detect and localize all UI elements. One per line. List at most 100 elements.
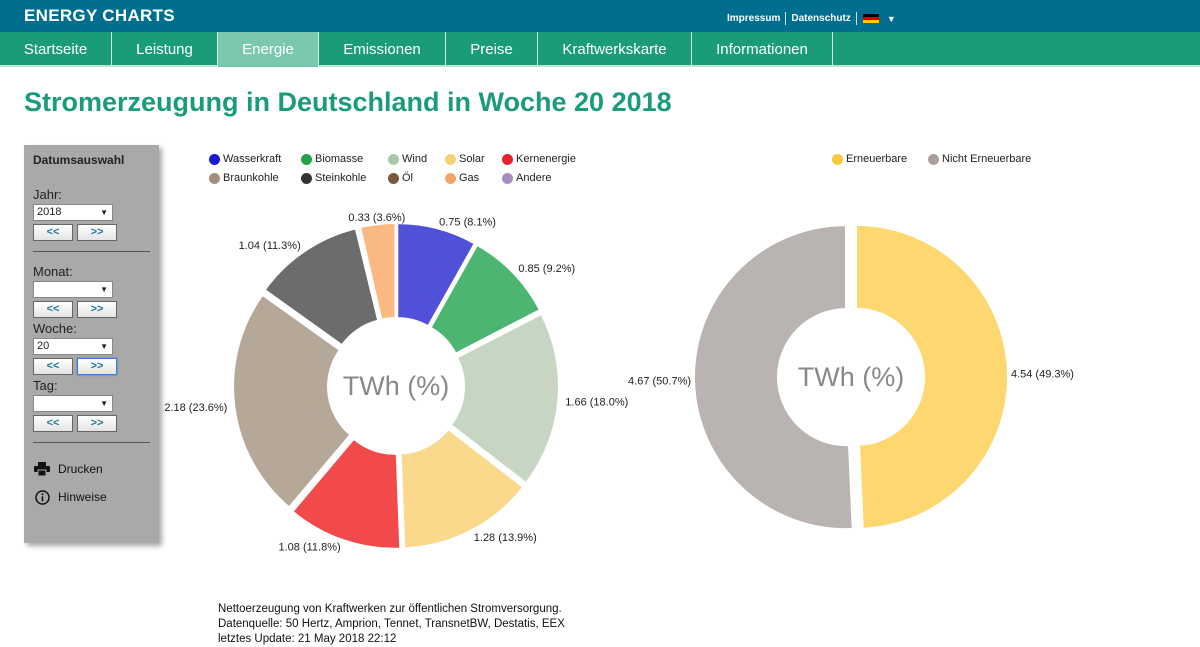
legend-label: Kernenergie <box>516 153 576 165</box>
legend-marker <box>388 153 399 165</box>
donut-chart-2: 4.54 (49.3%) 4.67 (50.7%) TWh (%) <box>628 223 1074 531</box>
legend-label: Erneuerbare <box>846 153 908 165</box>
note-line-2: Datenquelle: 50 Hertz, Amprion, Tennet, … <box>218 618 565 630</box>
slice--l[interactable] <box>356 225 382 322</box>
slice-gas[interactable] <box>358 222 397 321</box>
data-label-braunkohle: 2.18 (23.6%) <box>164 402 227 414</box>
legend-marker <box>209 153 220 165</box>
day-select[interactable]: ▼ <box>33 395 113 412</box>
legend-marker <box>502 172 513 184</box>
legend-label: Braunkohle <box>223 172 279 184</box>
slice-nicht-erneuerbare[interactable] <box>693 224 854 531</box>
legend-marker <box>832 153 843 165</box>
print-label: Drucken <box>58 462 103 476</box>
chevron-down-icon: ▼ <box>100 285 108 294</box>
slice-steinkohle[interactable] <box>263 227 380 347</box>
top-links: Impressum Datenschutz ▼ <box>722 12 896 25</box>
legend-marker <box>445 153 456 165</box>
legend-marker <box>301 172 312 184</box>
data-label-solar: 1.28 (13.9%) <box>474 532 537 544</box>
nav-preise[interactable]: Preise <box>446 32 538 67</box>
legend-label: Wasserkraft <box>223 153 282 165</box>
data-label-steinkohle: 1.04 (11.3%) <box>239 240 301 252</box>
legend-label: Wind <box>402 153 428 165</box>
nav-energie[interactable]: Energie <box>218 32 319 67</box>
nav-emissionen[interactable]: Emissionen <box>319 32 446 67</box>
chevron-down-icon: ▼ <box>100 399 108 408</box>
month-prev-button[interactable]: << <box>33 301 73 318</box>
legend-label: Solar <box>459 153 485 165</box>
data-label-kernenergie: 1.08 (11.8%) <box>278 542 340 554</box>
note-line-3: letztes Update: 21 May 2018 22:12 <box>218 633 397 645</box>
month-select[interactable]: ▼ <box>33 281 113 298</box>
legend-item-kernenergie[interactable]: Kernenergie <box>502 153 576 165</box>
week-value: 20 <box>37 340 50 352</box>
week-prev-button[interactable]: << <box>33 358 73 375</box>
legend-item-braunkohle[interactable]: Braunkohle <box>209 172 279 184</box>
center-label: TWh (%) <box>343 371 449 401</box>
day-label: Tag: <box>33 378 58 393</box>
center-label: TWh (%) <box>798 362 904 392</box>
main-nav: Startseite Leistung Energie Emissionen P… <box>0 32 1200 67</box>
hints-label: Hinweise <box>58 490 107 504</box>
chevron-down-icon: ▼ <box>100 208 108 217</box>
legend-item-wasserkraft[interactable]: Wasserkraft <box>209 153 281 165</box>
legend-label: Gas <box>459 172 480 184</box>
hints-button[interactable]: Hinweise <box>33 483 150 511</box>
german-flag-icon[interactable] <box>862 13 879 24</box>
legend-item-nicht-erneuerbare[interactable]: Nicht Erneuerbare <box>928 153 1031 165</box>
info-icon <box>33 489 51 505</box>
printer-icon <box>33 462 51 476</box>
month-next-button[interactable]: >> <box>77 301 117 318</box>
language-dropdown-icon[interactable]: ▼ <box>886 13 896 24</box>
legend-item-solar[interactable]: Solar <box>445 153 485 165</box>
legend-marker <box>502 153 513 165</box>
year-label: Jahr: <box>33 187 62 202</box>
slice-braunkohle[interactable] <box>232 293 352 509</box>
brand-logo[interactable]: ENERGY CHARTS <box>24 6 175 25</box>
datenschutz-link[interactable]: Datenschutz <box>791 13 851 24</box>
legend-item-wind[interactable]: Wind <box>388 153 427 165</box>
year-next-button[interactable]: >> <box>77 224 117 241</box>
legend-item-gas[interactable]: Gas <box>445 172 479 184</box>
note-line-1: Nettoerzeugung von Kraftwerken zur öffen… <box>218 603 562 615</box>
slice-wasserkraft[interactable] <box>396 222 477 328</box>
nav-startseite[interactable]: Startseite <box>0 32 112 67</box>
legend-item-erneuerbare[interactable]: Erneuerbare <box>832 153 907 165</box>
legend-marker <box>209 172 220 184</box>
day-prev-button[interactable]: << <box>33 415 73 432</box>
date-selection-title: Datumsauswahl <box>33 153 125 167</box>
legend-item-biomasse[interactable]: Biomasse <box>301 153 363 165</box>
legend-label: Steinkohle <box>315 172 367 184</box>
slice-wind[interactable] <box>449 312 560 485</box>
legend-marker <box>928 153 939 165</box>
legend-item-steinkohle[interactable]: Steinkohle <box>301 172 366 184</box>
legend-item-andere[interactable]: Andere <box>502 172 551 184</box>
legend-label: Öl <box>402 172 413 184</box>
nav-leistung[interactable]: Leistung <box>112 32 218 67</box>
year-select[interactable]: 2018 ▼ <box>33 204 113 221</box>
print-button[interactable]: Drucken <box>33 455 150 483</box>
data-label-erneuerbare: 4.54 (49.3%) <box>1011 368 1074 380</box>
data-label-wasserkraft: 0.75 (8.1%) <box>439 217 496 229</box>
week-next-button[interactable]: >> <box>77 358 117 375</box>
nav-informationen[interactable]: Informationen <box>692 32 833 67</box>
week-select[interactable]: 20 ▼ <box>33 338 113 355</box>
legend-marker <box>301 153 312 165</box>
divider <box>33 251 150 252</box>
legend-label: Biomasse <box>315 153 364 165</box>
day-next-button[interactable]: >> <box>77 415 117 432</box>
divider <box>33 442 150 443</box>
legend-item--l[interactable]: Öl <box>388 172 413 184</box>
slice-kernenergie[interactable] <box>291 437 402 550</box>
slice-erneuerbare[interactable] <box>854 223 1009 530</box>
legend-label: Nicht Erneuerbare <box>942 153 1032 165</box>
month-label: Monat: <box>33 264 73 279</box>
impressum-link[interactable]: Impressum <box>727 13 781 24</box>
page-title: Stromerzeugung in Deutschland in Woche 2… <box>24 87 672 117</box>
slice-biomasse[interactable] <box>429 243 542 355</box>
year-prev-button[interactable]: << <box>33 224 73 241</box>
top-bar: ENERGY CHARTS Impressum Datenschutz ▼ <box>0 0 1200 32</box>
slice-solar[interactable] <box>399 427 525 550</box>
nav-kraftwerkskarte[interactable]: Kraftwerkskarte <box>538 32 692 67</box>
